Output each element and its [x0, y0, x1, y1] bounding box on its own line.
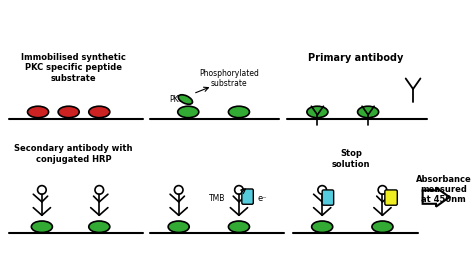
Ellipse shape: [372, 221, 393, 232]
Ellipse shape: [168, 221, 189, 232]
Ellipse shape: [228, 106, 249, 118]
Ellipse shape: [312, 221, 333, 232]
Text: Immobilised synthetic
PKC specific peptide
substrate: Immobilised synthetic PKC specific pepti…: [21, 53, 126, 83]
Ellipse shape: [58, 106, 79, 118]
Text: PKC: PKC: [170, 95, 184, 104]
Text: Primary antibody: Primary antibody: [308, 53, 403, 63]
Ellipse shape: [228, 221, 249, 232]
Ellipse shape: [307, 106, 328, 118]
Ellipse shape: [178, 95, 192, 104]
Ellipse shape: [31, 221, 53, 232]
Text: e⁻: e⁻: [257, 194, 267, 202]
Ellipse shape: [89, 221, 110, 232]
Ellipse shape: [89, 106, 110, 118]
Text: Phosphorylated
substrate: Phosphorylated substrate: [200, 69, 259, 88]
Text: Stop
solution: Stop solution: [332, 149, 370, 169]
FancyBboxPatch shape: [322, 190, 334, 205]
Text: Secondary antibody with
conjugated HRP: Secondary antibody with conjugated HRP: [14, 144, 133, 164]
Ellipse shape: [27, 106, 48, 118]
FancyBboxPatch shape: [385, 190, 397, 205]
Ellipse shape: [178, 106, 199, 118]
Text: TMB: TMB: [209, 194, 225, 202]
Ellipse shape: [357, 106, 379, 118]
Text: Absorbance
measured
at 450nm: Absorbance measured at 450nm: [416, 174, 472, 204]
FancyBboxPatch shape: [242, 189, 253, 204]
